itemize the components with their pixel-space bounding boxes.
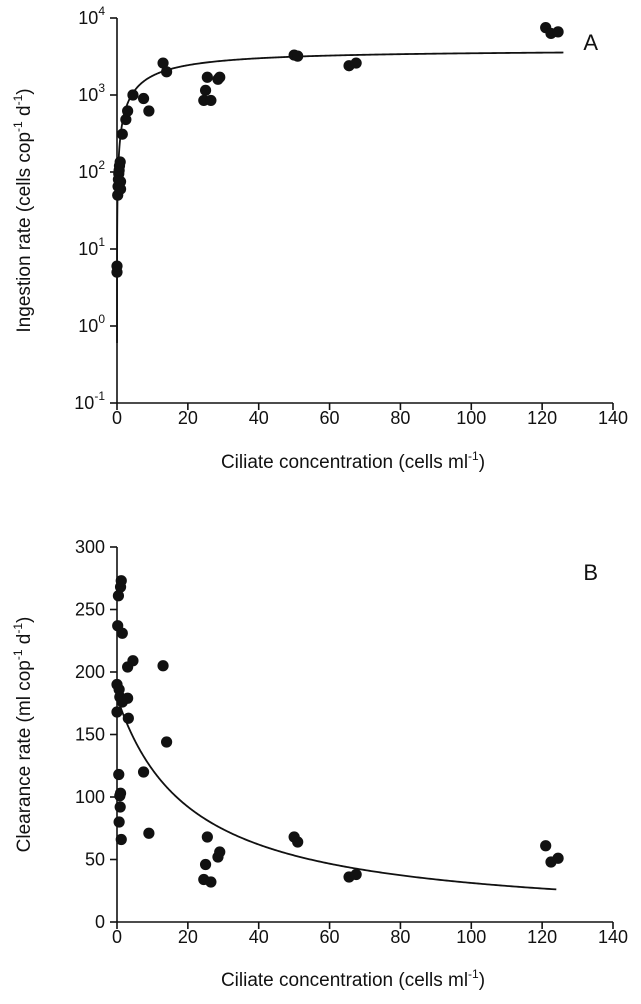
axes — [110, 546, 614, 929]
data-point — [205, 876, 217, 888]
y-tick-label: 103 — [78, 81, 105, 105]
chart-a-ingestion: 0 20 40 60 80 100 120 140 10-1 100 101 102 103 104 Cil… — [11, 4, 628, 473]
data-point — [143, 827, 155, 839]
data-point — [292, 836, 304, 848]
data-point — [161, 736, 173, 748]
data-point — [350, 868, 362, 881]
data-point — [112, 590, 125, 602]
x-tick-label: 120 — [527, 927, 557, 947]
x-tick-label: 80 — [390, 408, 410, 428]
x-tick-label: 140 — [598, 927, 628, 947]
data-point — [114, 156, 126, 168]
data-point — [114, 183, 127, 195]
y-tick-label: 100 — [75, 787, 105, 807]
data-point — [137, 92, 150, 105]
data-point — [115, 575, 127, 587]
data-point — [161, 66, 173, 78]
x-tick-label: 140 — [598, 408, 628, 428]
data-point — [115, 833, 127, 846]
data-point — [350, 57, 362, 69]
data-point — [143, 105, 155, 117]
x-tick-label: 60 — [320, 408, 340, 428]
data-point — [114, 801, 126, 813]
data-point — [116, 627, 128, 639]
y-tick-label: 102 — [78, 158, 105, 182]
data-point — [122, 712, 134, 724]
y-tick-label: 50 — [85, 850, 105, 870]
data-point — [199, 858, 212, 871]
y-tick-label: 100 — [78, 312, 105, 336]
data-point — [157, 57, 169, 69]
y-tick-label: 150 — [75, 725, 105, 745]
data-point — [199, 84, 212, 96]
data-point — [127, 89, 139, 101]
x-tick-label: 0 — [112, 408, 122, 428]
x-tick-label: 0 — [112, 927, 122, 947]
data-point — [540, 840, 552, 852]
y-tick-label: 300 — [75, 537, 105, 557]
y-axis-label: Clearance rate (ml cop-1 d-1) — [11, 617, 35, 853]
y-axis-label: Ingestion rate (cells cop-1 d-1) — [11, 88, 35, 332]
data-point — [214, 846, 226, 858]
x-axis-label: Ciliate concentration (cells ml-1) — [221, 967, 485, 991]
y-tick-label: 0 — [95, 912, 105, 932]
data-point — [111, 260, 123, 272]
x-axis-label: Ciliate concentration (cells ml-1) — [221, 449, 485, 473]
data-point — [201, 71, 213, 83]
data-point — [122, 105, 134, 117]
data-point — [157, 660, 169, 672]
data-point — [137, 766, 150, 778]
x-tick-label: 40 — [249, 927, 269, 947]
data-point — [113, 768, 125, 781]
data-point — [201, 831, 213, 843]
data-point — [114, 787, 127, 799]
y-tick-label: 104 — [78, 4, 105, 28]
fitted-curve — [116, 696, 557, 891]
data-point — [122, 692, 134, 704]
x-tick-label: 60 — [320, 927, 340, 947]
data-point — [205, 94, 217, 107]
x-tick-label: 80 — [390, 927, 410, 947]
axes — [110, 17, 614, 410]
x-tick-label: 20 — [178, 927, 198, 947]
x-tick-label: 100 — [456, 927, 486, 947]
data-point — [552, 26, 564, 38]
x-tick-label: 20 — [178, 408, 198, 428]
data-point — [120, 113, 132, 126]
y-tick-label: 101 — [78, 235, 105, 259]
panel-label: B — [583, 560, 598, 585]
y-tick-label: 250 — [75, 600, 105, 620]
data-point — [113, 816, 125, 828]
fitted-curve — [116, 51, 564, 344]
data-point — [292, 50, 304, 62]
chart-b-clearance: 0 20 40 60 80 100 120 140 0 50 100 150 200 250 300 Cili… — [11, 537, 628, 991]
x-tick-label: 120 — [527, 408, 557, 428]
y-tick-label: 10-1 — [74, 389, 105, 413]
data-point — [552, 852, 564, 864]
x-tick-label: 40 — [249, 408, 269, 428]
panel-label: A — [583, 30, 598, 55]
data-point — [111, 706, 123, 718]
data-point — [116, 128, 128, 140]
x-tick-label: 100 — [456, 408, 486, 428]
data-point — [127, 655, 139, 667]
y-tick-label: 200 — [75, 662, 105, 682]
data-point — [214, 71, 226, 83]
